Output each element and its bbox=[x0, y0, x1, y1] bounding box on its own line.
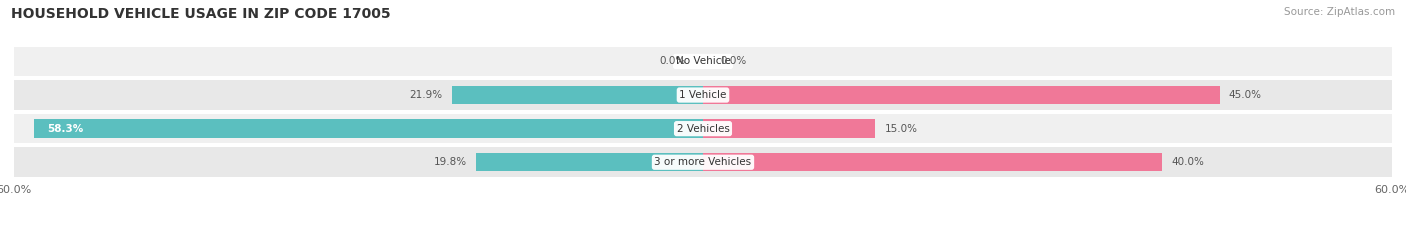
Text: 1 Vehicle: 1 Vehicle bbox=[679, 90, 727, 100]
Bar bbox=[14, 80, 1392, 110]
Text: 2 Vehicles: 2 Vehicles bbox=[676, 124, 730, 134]
Text: 45.0%: 45.0% bbox=[1229, 90, 1263, 100]
Text: 15.0%: 15.0% bbox=[884, 124, 918, 134]
Bar bbox=[14, 147, 1392, 177]
Text: 0.0%: 0.0% bbox=[659, 56, 686, 66]
Text: 0.0%: 0.0% bbox=[720, 56, 747, 66]
Text: 19.8%: 19.8% bbox=[433, 157, 467, 167]
Text: HOUSEHOLD VEHICLE USAGE IN ZIP CODE 17005: HOUSEHOLD VEHICLE USAGE IN ZIP CODE 1700… bbox=[11, 7, 391, 21]
Text: 40.0%: 40.0% bbox=[1171, 157, 1205, 167]
Text: Source: ZipAtlas.com: Source: ZipAtlas.com bbox=[1284, 7, 1395, 17]
Text: 58.3%: 58.3% bbox=[48, 124, 83, 134]
Bar bbox=[34, 119, 703, 138]
Bar bbox=[703, 153, 1163, 171]
Bar bbox=[703, 119, 875, 138]
Text: 21.9%: 21.9% bbox=[409, 90, 443, 100]
Text: 3 or more Vehicles: 3 or more Vehicles bbox=[654, 157, 752, 167]
Bar bbox=[451, 86, 703, 104]
Bar bbox=[14, 47, 1392, 76]
Bar bbox=[475, 153, 703, 171]
Text: No Vehicle: No Vehicle bbox=[675, 56, 731, 66]
Bar bbox=[14, 114, 1392, 144]
Bar bbox=[703, 86, 1219, 104]
